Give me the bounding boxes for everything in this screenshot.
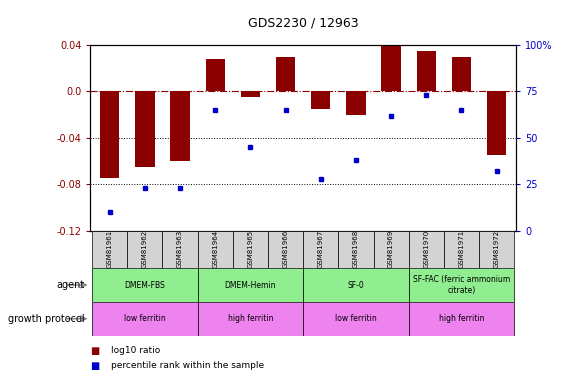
Bar xyxy=(374,231,409,268)
Text: GSM81961: GSM81961 xyxy=(107,230,113,268)
Text: DMEM-FBS: DMEM-FBS xyxy=(125,280,165,290)
Bar xyxy=(100,92,120,178)
Text: GSM81964: GSM81964 xyxy=(212,230,218,268)
Bar xyxy=(206,59,225,92)
Bar xyxy=(409,268,514,302)
Text: ■: ■ xyxy=(90,361,100,370)
Bar xyxy=(409,231,444,268)
Bar xyxy=(198,231,233,268)
Bar xyxy=(479,231,514,268)
Bar xyxy=(241,92,260,97)
Text: DMEM-Hemin: DMEM-Hemin xyxy=(224,280,276,290)
Bar xyxy=(92,302,198,336)
Bar xyxy=(338,231,374,268)
Text: GSM81969: GSM81969 xyxy=(388,230,394,268)
Text: low ferritin: low ferritin xyxy=(124,314,166,323)
Bar xyxy=(487,92,506,155)
Bar xyxy=(268,231,303,268)
Text: high ferritin: high ferritin xyxy=(438,314,484,323)
Bar xyxy=(409,302,514,336)
Text: GSM81968: GSM81968 xyxy=(353,230,359,268)
Text: GSM81971: GSM81971 xyxy=(458,230,465,268)
Bar xyxy=(233,231,268,268)
Text: GSM81962: GSM81962 xyxy=(142,230,148,268)
Bar xyxy=(163,231,198,268)
Text: GSM81972: GSM81972 xyxy=(494,230,500,268)
Text: GSM81963: GSM81963 xyxy=(177,230,183,268)
Bar xyxy=(127,231,163,268)
Text: low ferritin: low ferritin xyxy=(335,314,377,323)
Bar xyxy=(135,92,154,167)
Bar xyxy=(92,268,198,302)
Bar xyxy=(303,231,338,268)
Text: GSM81967: GSM81967 xyxy=(318,230,324,268)
Bar xyxy=(303,268,409,302)
Text: SF-0: SF-0 xyxy=(347,280,364,290)
Text: high ferritin: high ferritin xyxy=(227,314,273,323)
Bar xyxy=(92,231,127,268)
Text: growth protocol: growth protocol xyxy=(8,314,85,324)
Text: GSM81970: GSM81970 xyxy=(423,230,429,268)
Text: GSM81965: GSM81965 xyxy=(247,230,254,268)
Bar xyxy=(417,51,436,92)
Text: SF-FAC (ferric ammonium
citrate): SF-FAC (ferric ammonium citrate) xyxy=(413,275,510,295)
Text: percentile rank within the sample: percentile rank within the sample xyxy=(111,361,264,370)
Text: GDS2230 / 12963: GDS2230 / 12963 xyxy=(248,17,359,30)
Bar xyxy=(381,45,401,92)
Bar xyxy=(452,57,471,92)
Bar xyxy=(276,57,295,92)
Text: GSM81966: GSM81966 xyxy=(283,230,289,268)
Bar xyxy=(170,92,189,161)
Text: log10 ratio: log10 ratio xyxy=(111,346,160,355)
Text: ■: ■ xyxy=(90,346,100,355)
Bar xyxy=(198,302,303,336)
Bar xyxy=(303,302,409,336)
Bar xyxy=(198,268,303,302)
Bar xyxy=(444,231,479,268)
Bar xyxy=(311,92,331,109)
Bar xyxy=(346,92,366,115)
Text: agent: agent xyxy=(57,280,85,290)
